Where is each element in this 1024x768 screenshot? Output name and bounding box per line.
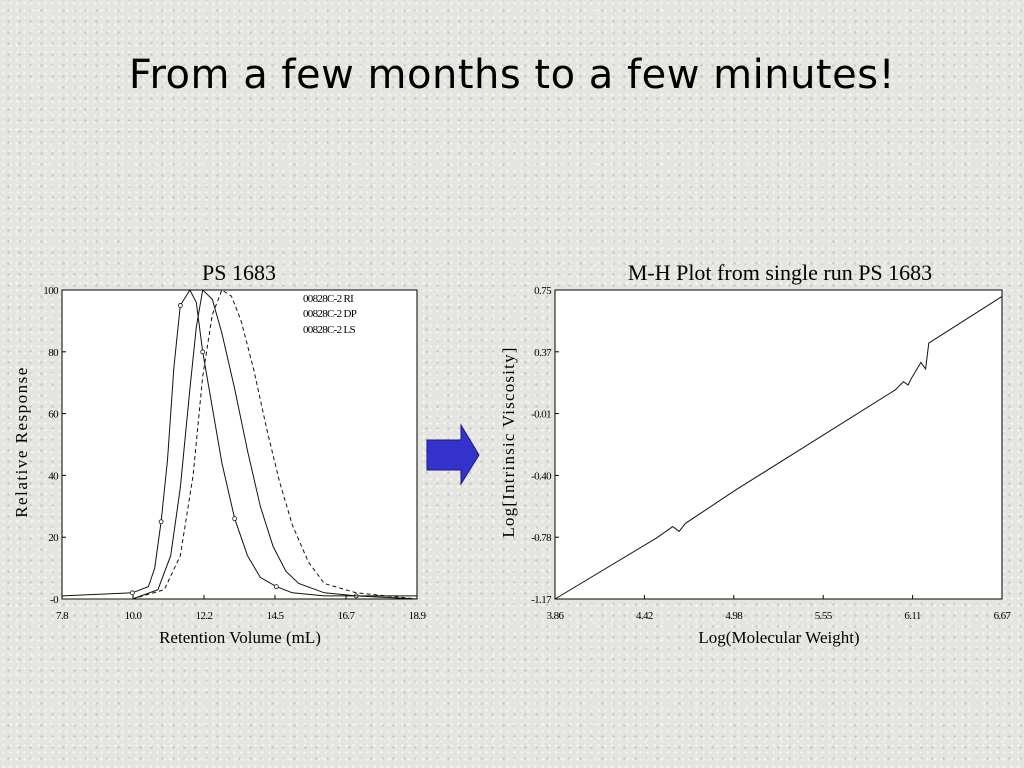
y-tick-label: -0.01 (531, 409, 551, 421)
y-tick-label: 0.75 (534, 285, 552, 297)
data-point-marker (232, 516, 238, 522)
x-tick-label: 18.9 (409, 610, 427, 622)
x-tick-label: 3.86 (547, 610, 565, 622)
x-tick-label: 16.7 (338, 610, 356, 622)
slide-title: From a few months to a few minutes! (128, 52, 896, 98)
x-axis-ticks: 3.86 4.42 4.98 5.55 6.11 6.67 (547, 595, 1012, 622)
x-tick-label: 6.67 (994, 610, 1012, 622)
legend-entry: 00828C-2 RI (303, 293, 354, 305)
series-line (554, 295, 1003, 600)
data-point-marker (177, 303, 183, 308)
y-axis-label: Relative Response (12, 366, 31, 518)
y-tick-label: -0 (50, 594, 59, 606)
y-tick-label: 40 (48, 470, 59, 482)
x-axis-label: Log(Molecular Weight) (698, 628, 859, 647)
mark-houwink-chart: M-H Plot from single run PS 1683 -1.17 -0… (499, 260, 1012, 647)
plot-area (554, 289, 1003, 600)
legend-entry: 00828C-2 LS (303, 324, 355, 336)
x-axis-ticks: 7.8 10.0 12.2 14.5 16.7 18.9 (56, 595, 427, 622)
y-tick-label: -0.78 (531, 532, 552, 544)
x-axis-label: Retention Volume (mL) (159, 628, 321, 647)
legend-entry: 00828C-2 DP (303, 308, 357, 320)
x-tick-label: 5.55 (815, 610, 833, 622)
x-tick-label: 14.5 (267, 610, 285, 622)
x-tick-label: 12.2 (196, 610, 213, 622)
data-point-marker (273, 584, 279, 590)
series-lines (554, 295, 1003, 600)
series-line (62, 289, 418, 600)
y-tick-label: -1.17 (531, 594, 552, 606)
x-tick-label: 7.8 (56, 610, 69, 622)
y-axis-ticks: -1.17 -0.78 -0.40 -0.01 0.37 0.75 (531, 285, 559, 606)
series-line (62, 288, 418, 600)
y-axis-label: Log[Intrinsic Viscosity] (499, 346, 518, 537)
plot-area (61, 289, 418, 600)
x-tick-label: 6.11 (904, 610, 921, 622)
y-tick-label: 0.37 (534, 347, 552, 359)
y-axis-ticks: -0 20 40 60 80 100 (43, 285, 66, 606)
data-point-marker (200, 349, 206, 355)
x-tick-label: 4.42 (636, 610, 653, 622)
chart-title: M-H Plot from single run PS 1683 (628, 260, 932, 285)
chart-title: PS 1683 (202, 260, 276, 285)
series-lines (61, 288, 418, 600)
x-tick-label: 10.0 (125, 610, 143, 622)
y-tick-label: 20 (48, 532, 59, 544)
y-tick-label: 80 (48, 347, 59, 359)
y-tick-label: -0.40 (531, 470, 552, 482)
y-tick-label: 60 (48, 409, 59, 421)
data-point-marker (158, 519, 164, 525)
legend: 00828C-2 RI 00828C-2 DP 00828C-2 LS (303, 293, 357, 336)
y-tick-label: 100 (43, 285, 59, 297)
data-point-marker (129, 590, 135, 596)
x-tick-label: 4.98 (725, 610, 743, 622)
right-arrow-icon (426, 423, 480, 486)
chromatogram-chart: PS 1683 -0 20 40 60 80 100 7.8 10.0 12.2 14.5 16.… (12, 260, 427, 647)
